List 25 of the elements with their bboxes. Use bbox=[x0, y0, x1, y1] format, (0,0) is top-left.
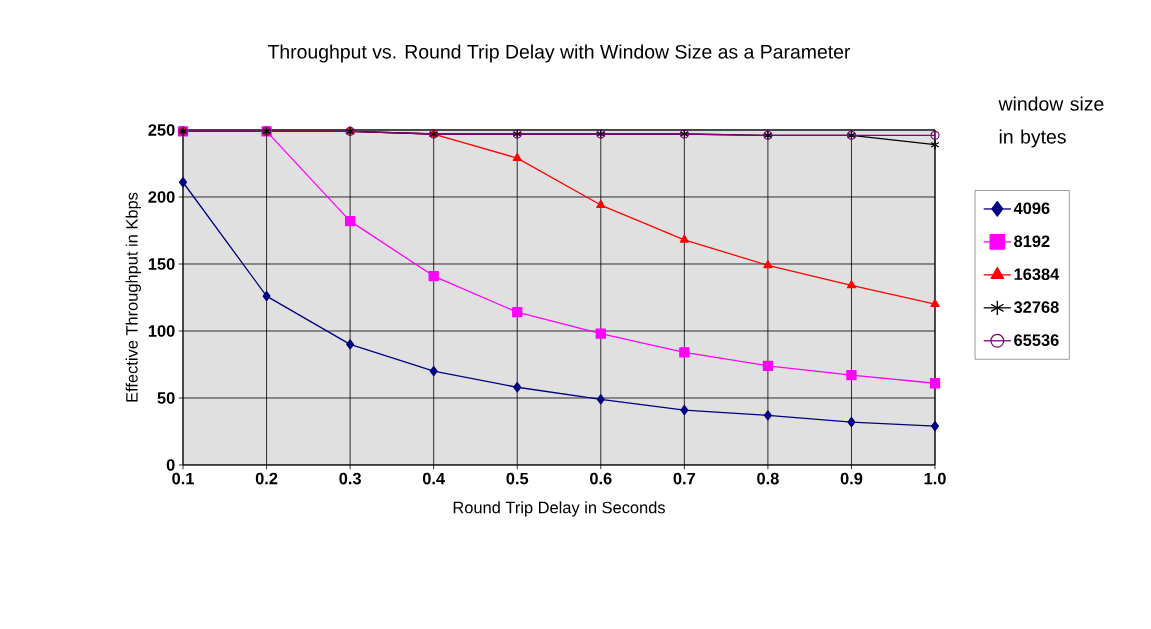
legend-label: 65536 bbox=[1014, 334, 1059, 346]
legend-label: 16384 bbox=[1014, 268, 1060, 281]
y-tick-label: 50 bbox=[157, 392, 175, 404]
chart-title: Throughput vs. Round Trip Delay with Window Size as a Parameter bbox=[267, 44, 851, 63]
x-tick-label: 0.1 bbox=[172, 472, 194, 485]
legend-title: window size in bytes bbox=[998, 96, 1104, 148]
y-tick-label: 200 bbox=[148, 191, 175, 203]
y-tick-label: 0 bbox=[166, 459, 175, 471]
x-tick-label: 1.0 bbox=[924, 472, 946, 485]
x-tick-label: 0.2 bbox=[255, 472, 278, 485]
x-tick-label: 0.4 bbox=[422, 472, 446, 485]
x-tick-label: 0.7 bbox=[673, 472, 696, 485]
legend-label: 8192 bbox=[1014, 235, 1050, 248]
legend-label: 32768 bbox=[1013, 301, 1059, 314]
x-axis-title: Round Trip Delay in Seconds bbox=[453, 501, 665, 517]
y-axis-title: Effective Throughput in Kbps bbox=[125, 192, 141, 402]
x-tick-label: 0.9 bbox=[840, 472, 863, 485]
x-tick-label: 0.6 bbox=[590, 472, 612, 485]
legend-label: 4096 bbox=[1013, 202, 1050, 215]
y-tick-label: 150 bbox=[148, 258, 175, 270]
y-tick-label: 250 bbox=[148, 124, 175, 136]
x-tick-label: 0.3 bbox=[339, 472, 361, 485]
x-tick-label: 0.5 bbox=[506, 472, 529, 485]
y-tick-label: 100 bbox=[148, 325, 175, 337]
x-tick-label: 0.8 bbox=[757, 472, 779, 485]
